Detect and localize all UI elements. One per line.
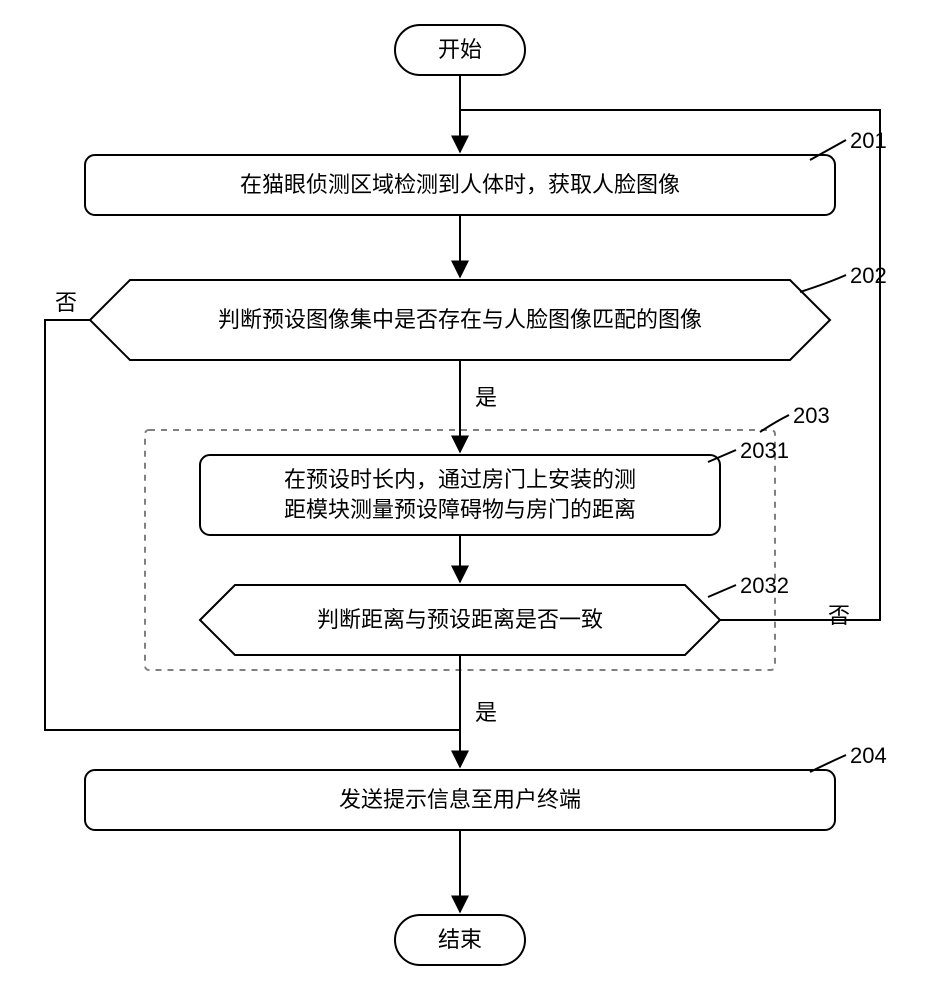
decision-202-label: 判断预设图像集中是否存在与人脸图像匹配的图像 xyxy=(90,280,830,360)
decision-2032-label: 判断距离与预设距离是否一致 xyxy=(200,585,720,655)
start-label: 开始 xyxy=(395,25,525,75)
label-no-2032: 否 xyxy=(828,598,850,630)
ref-204: 204 xyxy=(850,743,887,769)
process-204-label: 发送提示信息至用户终端 xyxy=(85,770,835,830)
ref-201: 201 xyxy=(850,128,887,154)
end-label: 结束 xyxy=(395,915,525,965)
ref-2032: 2032 xyxy=(740,573,789,599)
leader-203 xyxy=(760,415,789,432)
label-yes-202: 是 xyxy=(475,380,497,412)
process-2031-label: 在预设时长内，通过房门上安装的测 距模块测量预设障碍物与房门的距离 xyxy=(200,455,720,535)
label-no-202: 否 xyxy=(55,285,77,317)
ref-202: 202 xyxy=(850,263,887,289)
ref-203: 203 xyxy=(793,403,830,429)
process-201-label: 在猫眼侦测区域检测到人体时，获取人脸图像 xyxy=(85,155,835,215)
ref-2031: 2031 xyxy=(740,438,789,464)
label-yes-2032: 是 xyxy=(475,695,497,727)
